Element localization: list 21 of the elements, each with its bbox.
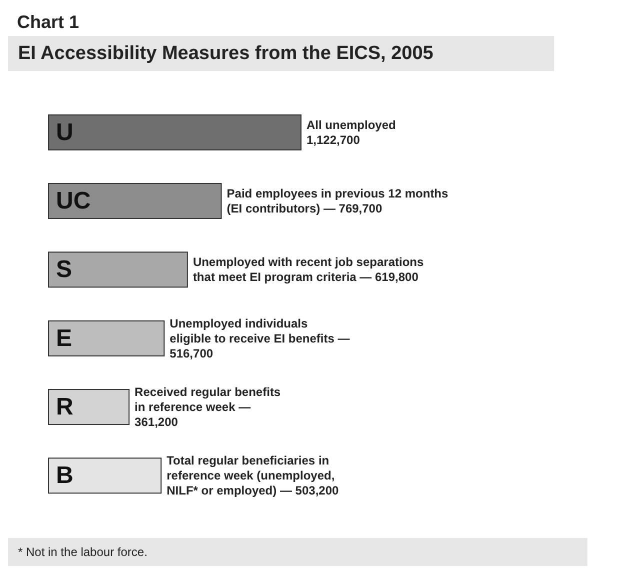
text: * Not in the labour force. xyxy=(18,545,148,559)
data-label: All unemployed 1,122,700 xyxy=(306,118,396,147)
data-label: Unemployed individuals eligible to receive EI benefits — 516,700 xyxy=(170,316,350,360)
y-tick-label: R xyxy=(56,394,74,420)
bar xyxy=(48,114,302,150)
y-tick-label: B xyxy=(56,462,74,490)
y-tick-label: S xyxy=(56,256,72,284)
bar xyxy=(48,252,188,288)
bar xyxy=(48,320,165,356)
bar xyxy=(48,458,162,494)
y-tick-label: E xyxy=(56,324,72,352)
bar xyxy=(48,389,130,425)
y-tick-label: UC xyxy=(56,188,91,214)
data-label: Unemployed with recent job separations that meet EI program criteria — 619,800 xyxy=(192,255,424,284)
y-tick-label: U xyxy=(56,118,74,146)
data-label: Received regular benefits in reference week — 361,200 xyxy=(134,385,281,429)
data-label: Total regular beneficiaries in reference week (unemployed, NILF* or employed) — 503,200 xyxy=(166,454,339,498)
chart-title: Chart 1 xyxy=(17,12,80,32)
data-label: Paid employees in previous 12 months (EI contributors) — 769,700 xyxy=(226,186,449,216)
bar xyxy=(48,183,222,219)
chart-subtitle: EI Accessibility Measures from the EICS, 2005 xyxy=(18,43,434,64)
